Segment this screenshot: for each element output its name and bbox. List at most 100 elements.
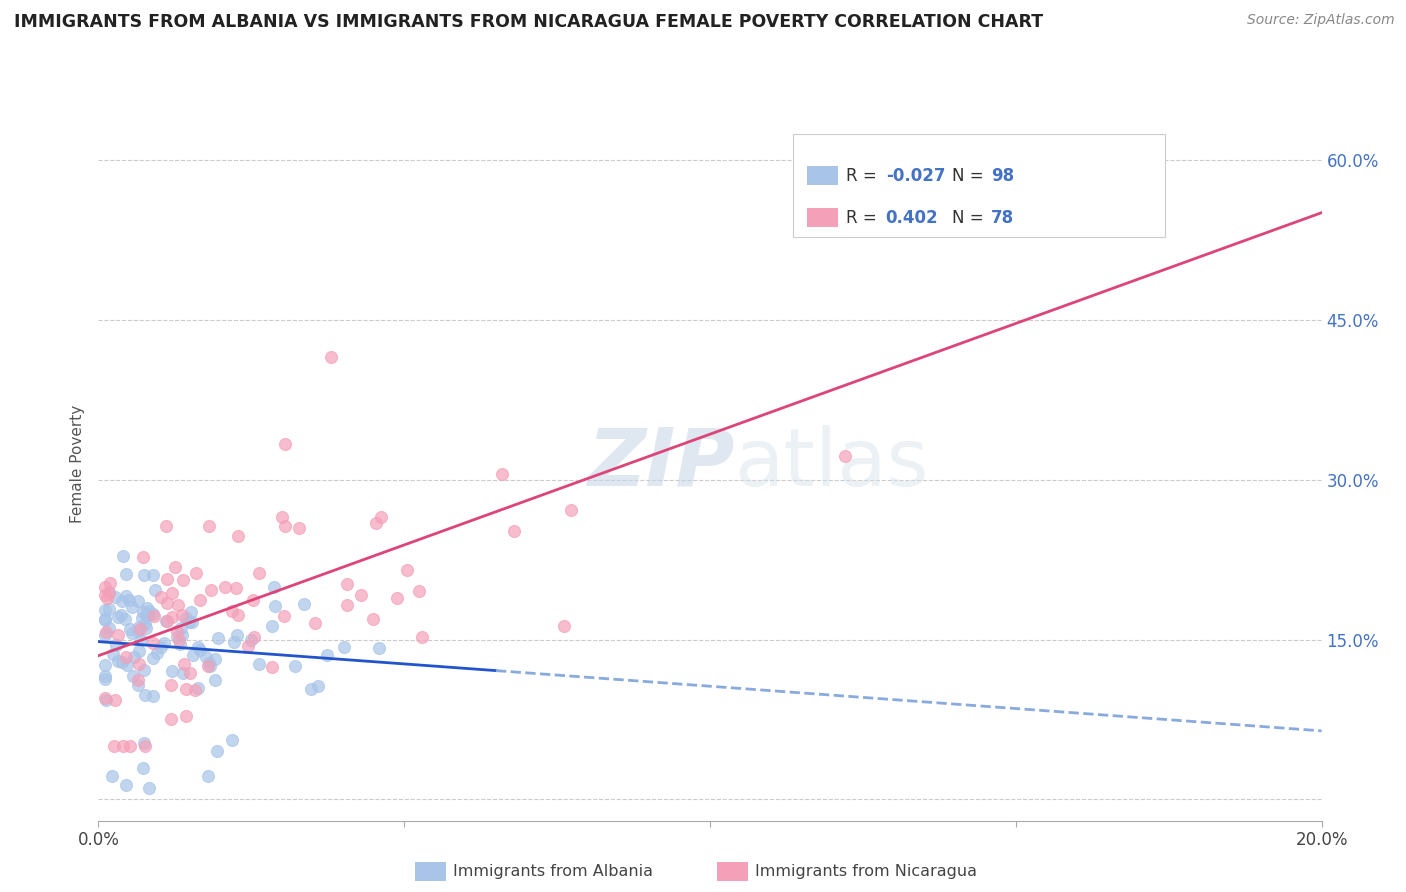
Point [122,649,145,664]
Point [128,657,150,671]
Point [160,610,183,624]
Point [284,658,307,673]
Point [197,769,219,783]
Point [292,597,315,611]
Point [197,659,219,673]
Point [247,566,270,580]
Point [200,582,222,597]
Point [204,652,226,666]
Point [183,683,205,698]
Text: Immigrants from Nicaragua: Immigrants from Nicaragua [755,864,977,879]
Point [553,619,575,633]
Point [173,657,195,671]
Point [198,656,221,670]
Point [93,614,115,628]
Point [188,592,211,607]
Point [221,733,243,747]
Point [128,619,150,633]
Point [170,621,193,635]
Point [132,568,155,582]
Point [247,657,270,671]
Text: 78: 78 [991,209,1014,227]
Point [100,769,122,783]
Point [97,586,120,600]
Point [93,672,115,686]
Point [118,593,141,607]
Text: N =: N = [952,167,988,185]
Point [107,609,129,624]
Point [114,778,136,792]
Point [142,651,165,665]
Point [132,736,155,750]
Point [198,519,221,533]
Point [262,619,284,633]
Point [156,596,179,610]
Point [214,580,236,594]
Point [93,581,115,595]
Text: R =: R = [846,209,887,227]
Point [135,607,157,622]
Point [155,518,177,533]
Point [105,638,128,652]
Point [98,585,121,599]
Text: Immigrants from Albania: Immigrants from Albania [453,864,652,879]
Point [93,612,115,626]
Text: R =: R = [846,167,883,185]
Point [93,603,115,617]
Point [205,744,228,758]
Point [97,602,120,616]
Point [104,591,127,605]
Point [93,668,115,682]
Point [242,630,264,644]
Point [115,658,138,673]
Point [236,639,259,653]
Point [174,610,197,624]
Point [115,566,138,581]
Point [93,691,115,706]
Point [949,180,972,194]
Point [172,608,194,623]
Point [179,615,201,629]
Point [136,607,159,622]
Point [149,590,172,604]
Point [319,351,342,365]
Point [167,633,190,648]
Point [138,604,160,618]
Point [188,643,211,657]
Point [129,622,152,636]
Point [96,591,118,606]
Point [364,516,387,530]
Point [127,678,149,692]
Point [308,679,330,693]
Point [502,524,524,538]
Point [156,615,179,629]
Point [204,673,226,687]
Point [112,739,135,753]
Point [143,609,166,624]
Point [180,615,202,630]
Point [270,509,292,524]
Point [156,572,179,586]
Point [411,630,433,644]
Point [110,607,132,622]
Point [135,621,157,635]
Point [174,682,197,697]
Point [103,739,125,753]
Point [121,599,143,614]
Point [134,616,156,631]
Point [166,630,188,644]
Point [385,591,408,606]
Point [132,663,155,677]
Point [93,588,115,602]
Point [143,582,166,597]
Point [169,637,191,651]
Text: N =: N = [952,209,988,227]
Point [367,640,389,655]
Point [94,692,117,706]
Point [187,640,209,654]
Point [114,612,136,626]
Point [104,693,127,707]
Point [207,631,229,645]
Point [179,665,201,680]
Point [120,622,142,636]
